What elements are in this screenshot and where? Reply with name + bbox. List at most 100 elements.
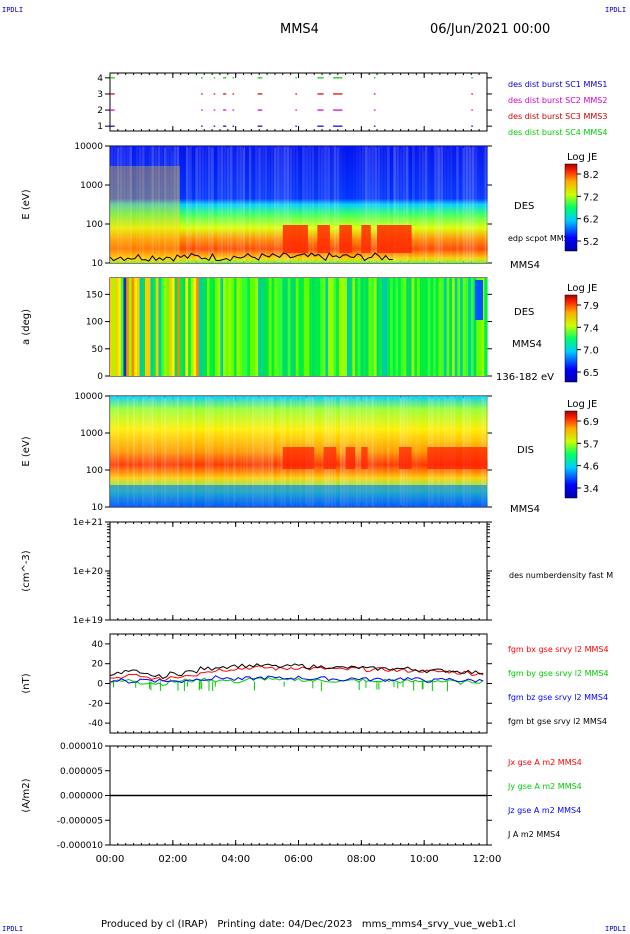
pitch-column [301,278,305,376]
heatmap-column [248,396,252,507]
legend-entry: fgm bx gse srvy l2 MMS4 [508,645,609,654]
pitch-column [320,278,324,376]
heatmap-column [188,146,193,263]
heatmap-column [182,146,186,263]
pitch-column [182,278,186,376]
heatmap-column [373,146,378,263]
heatmap-column [399,146,403,263]
heatmap-column [135,396,139,507]
hot-band [339,225,352,253]
hot-band [377,225,412,253]
pitch-column [279,278,283,376]
des-energy-bands [110,146,488,263]
y-axis-label: E (eV) [21,436,32,466]
fgm-series-line [109,675,484,684]
heatmap-column [245,146,249,263]
panel-frame [109,633,488,734]
heatmap-column [424,146,428,263]
heatmap-column [257,146,262,263]
pitch-column [317,278,321,376]
heatmap-column [355,396,359,507]
heatmap-column [411,146,416,263]
pitch-column [360,278,364,376]
heatmap-column [197,146,202,263]
legend-entry: J A m2 MMS4 [507,830,560,839]
colorbar-tick-label: 8.2 [583,170,599,181]
heatmap-column [251,146,256,263]
ion-hot-band [323,447,337,469]
heatmap-column [263,396,268,507]
pitch-column [150,278,154,376]
heatmap-column [144,146,149,263]
heatmap-column [131,146,136,263]
heatmap-column [201,146,205,263]
pitch-column [188,278,192,376]
heatmap-column [179,146,183,263]
heatmap-column [235,396,240,507]
y-tick-label: 1e+21 [73,518,103,528]
fgm-series-line [109,665,484,682]
pitch-column [271,278,275,376]
overlay-label: edp scpot MMS4 [508,234,574,243]
y-tick-label: -0.000005 [57,816,103,826]
heatmap-column [157,396,161,507]
heatmap-column [439,146,444,263]
pitch-column [427,278,432,376]
pitch-column [446,278,450,376]
heatmap-column [314,396,318,507]
legend-entry: Jy gse A m2 MMS4 [507,782,582,791]
heatmap-column [411,396,416,507]
pitch-column [110,278,114,376]
heatmap-column [232,146,237,263]
y-tick-label: 0 [97,680,103,690]
heatmap-column [307,146,312,263]
pitch-column [228,278,232,376]
pitch-column [416,278,421,376]
pitch-column [276,278,281,376]
pitch-column [390,278,394,376]
heatmap-column [342,396,347,507]
colorbar-tick-label: 7.0 [583,346,599,357]
pitch-column [470,278,475,376]
pitch-column [193,278,197,376]
pitch-column [201,278,205,376]
pitch-column [373,278,378,376]
colorbar-strip [564,410,578,499]
heatmap-column [238,146,243,263]
heatmap-column [326,146,331,263]
heatmap-column [414,146,419,263]
heatmap-column [144,396,149,507]
y-tick-label: 1000 [80,429,103,439]
pitch-column [330,278,335,376]
heatmap-column [336,396,340,507]
pitch-column [443,278,448,376]
pitch-column [247,278,251,376]
heatmap-column [389,396,394,507]
pitch-column [346,278,351,376]
heatmap-column [292,146,296,263]
pitch-column [392,278,397,376]
heatmap-column [182,396,186,507]
y-axis-label: (A/m2) [21,778,32,812]
heatmap-column [138,146,143,263]
pitch-column [282,278,286,376]
heatmap-column [276,396,281,507]
heatmap-column [179,396,183,507]
heatmap-column [449,146,454,263]
heatmap-column [125,146,130,263]
heatmap-column [430,146,435,263]
heatmap-column [395,396,400,507]
pitch-column [155,278,160,376]
heatmap-column [383,396,388,507]
pitch-column [484,278,488,376]
pitch-column [123,278,127,376]
pitch-column [411,278,415,376]
y-tick-label: 0.000000 [60,792,103,802]
hot-band [361,225,371,253]
panel-current: (A/m2) -0.000010 -0.000005 0.000000 0.000005… [21,742,492,851]
pitch-column [414,278,418,376]
colorbar-title: Log JE [567,283,597,294]
pitch-column [419,278,423,376]
colorbar-dis-energy: Log JE 6.9 5.7 4.6 3.4 [564,399,599,499]
panel-burst: 1 2 3 4 [97,72,492,132]
